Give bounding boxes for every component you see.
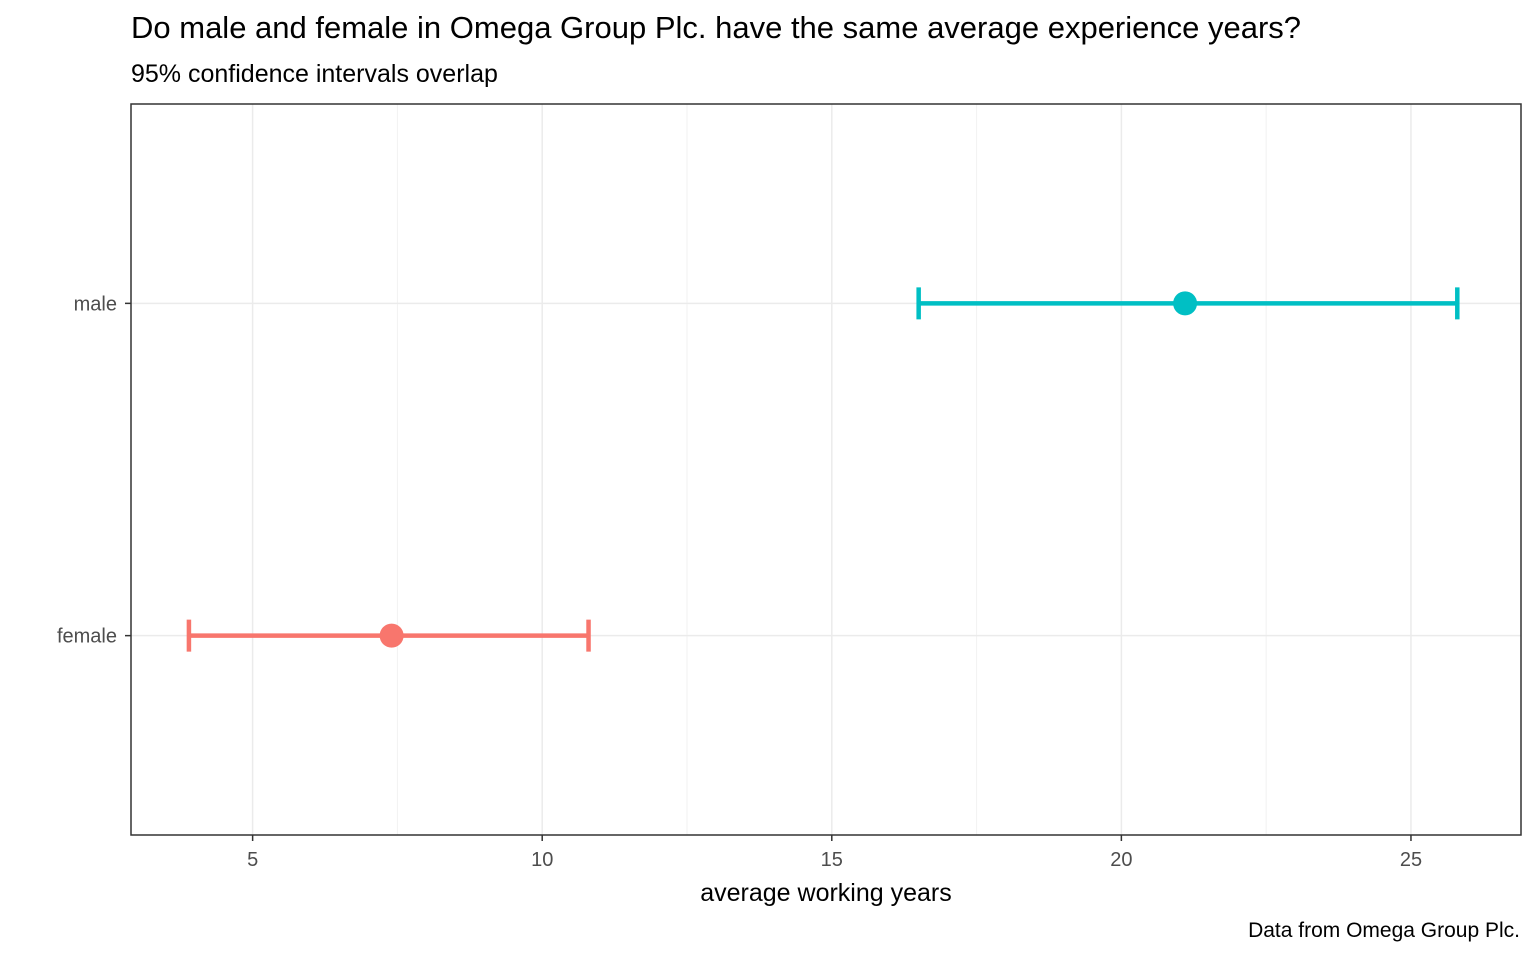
chart-marks [186,287,1460,652]
y-tick-label: male [74,293,117,315]
chart-title: Do male and female in Omega Group Plc. h… [131,10,1302,45]
mean-point-male [1173,291,1198,316]
chart-caption: Data from Omega Group Plc. [1248,919,1520,942]
x-tick-label: 5 [247,849,258,871]
axis-ticks: 5 10 15 20 25 female male [57,293,1422,871]
y-tick-label: female [57,626,117,648]
x-axis-title: average working years [700,879,952,907]
major-gridlines [131,104,1521,835]
x-tick-label: 25 [1400,849,1422,871]
plot-panel-border [130,103,1522,836]
x-tick-label: 10 [531,849,553,871]
minor-gridlines [396,104,1267,835]
x-tick-label: 15 [821,849,843,871]
mean-point-female [379,623,404,648]
chart-subtitle: 95% confidence intervals overlap [131,60,498,88]
x-tick-label: 20 [1110,849,1132,871]
